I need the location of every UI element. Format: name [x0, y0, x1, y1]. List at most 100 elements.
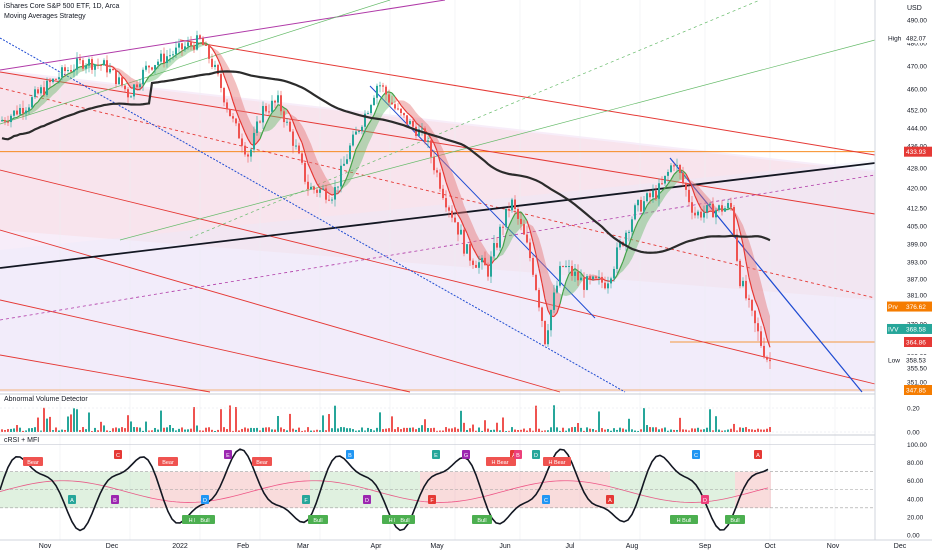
crsi-signal-label: D [365, 498, 369, 504]
candle-body [514, 199, 516, 210]
candle-body [577, 271, 579, 281]
ribbon-line [649, 198, 654, 202]
volume-bar [142, 430, 144, 432]
ribbon-segment [275, 104, 278, 127]
volume-bar [190, 428, 192, 432]
currency-label: USD [907, 5, 922, 12]
candle-body [682, 172, 684, 184]
ribbon-line [553, 312, 558, 317]
ribbon-line [343, 176, 348, 184]
volume-bar [307, 427, 309, 432]
ribbon-line [124, 78, 129, 85]
ribbon-line [430, 138, 435, 144]
candle-body [478, 262, 480, 268]
crsi-signal-label: D [703, 498, 707, 504]
volume-bar [202, 430, 204, 432]
candle-body [670, 165, 672, 172]
volume-bar [160, 410, 162, 432]
crsi-signal-badge [158, 457, 178, 466]
volume-bar [226, 429, 228, 432]
ribbon-segment [464, 205, 467, 234]
ribbon-line [226, 83, 231, 92]
volume-bar [217, 429, 219, 432]
ribbon-segment [662, 187, 665, 202]
candle-body [586, 276, 588, 290]
crsi-signal-label: Bull [313, 518, 322, 524]
ribbon-segment [701, 189, 704, 213]
ribbon-segment [641, 211, 644, 238]
volume-bar [331, 428, 333, 432]
volume-bar [136, 427, 138, 432]
ribbon-line [214, 52, 219, 60]
volume-bar [133, 427, 135, 432]
volume-bar [433, 427, 435, 432]
candle-body [46, 80, 48, 96]
volume-bar [742, 427, 744, 432]
ribbon-line [37, 97, 42, 103]
volume-bar [571, 427, 573, 432]
ribbon-line [646, 201, 651, 206]
candle-body [178, 43, 180, 48]
ribbon-segment [170, 57, 173, 67]
volume-bar [337, 428, 339, 432]
candle-body [490, 256, 492, 277]
ribbon-segment [296, 117, 299, 137]
ribbon-segment [311, 143, 314, 178]
volume-bar [703, 429, 705, 432]
candle-body [163, 53, 165, 63]
candle-body [16, 110, 18, 115]
candle-body [760, 331, 762, 346]
ribbon-line [520, 211, 525, 217]
ribbon-line [61, 75, 66, 79]
price-axis[interactable]: USD 490.00 482.07480.00 470.00 460.00 452.00… [874, 0, 932, 550]
price-tick-label: 381.00 [907, 293, 927, 300]
volume-bar [319, 430, 321, 432]
ribbon-line [565, 273, 570, 282]
ribbon-line [661, 187, 666, 192]
volume-pane[interactable] [0, 393, 932, 433]
candle-body [520, 218, 522, 225]
volume-bar [682, 429, 684, 432]
candle-body [70, 70, 72, 72]
candle-body [529, 242, 531, 259]
volume-bar [676, 429, 678, 432]
candle-body [664, 175, 666, 184]
volume-bar [490, 429, 492, 432]
ribbon-line [700, 208, 705, 213]
price-pane[interactable] [0, 0, 876, 540]
ribbon-segment [449, 164, 452, 200]
channel-line [0, 354, 211, 393]
volume-bar [478, 427, 480, 432]
candle-body [13, 110, 15, 116]
candle-body [52, 78, 54, 83]
time-axis[interactable]: Nov Dec 2022 Feb Mar Apr May Jun Jul Aug Sep Oct Nov… [0, 539, 932, 550]
candle-body [658, 183, 660, 199]
volume-bar [595, 430, 597, 432]
level-upper-box [904, 146, 932, 157]
ribbon-segment [755, 260, 758, 308]
candle-body [229, 109, 231, 117]
volume-bar [64, 429, 66, 432]
candle-body [694, 212, 696, 216]
volume-bar [601, 428, 603, 432]
ribbon-segment [473, 225, 476, 254]
candle-body [112, 68, 114, 71]
crsi-tick-label: 20.00 [907, 514, 924, 521]
volume-bar [586, 427, 588, 432]
ribbon-segment [365, 125, 368, 153]
price-tick-label: 428.00 [907, 166, 927, 173]
ribbon-segment [50, 85, 53, 99]
crsi-signal-badge [114, 450, 122, 459]
volume-bar [769, 427, 771, 432]
volume-bar [7, 429, 9, 432]
ribbon-line [493, 257, 498, 261]
ribbon-segment [41, 94, 44, 107]
volume-bar [736, 430, 738, 432]
volume-bar [58, 430, 60, 432]
ribbon-segment [38, 97, 41, 110]
volume-bar [10, 428, 12, 432]
volume-bar [184, 429, 186, 432]
candle-body [523, 224, 525, 235]
